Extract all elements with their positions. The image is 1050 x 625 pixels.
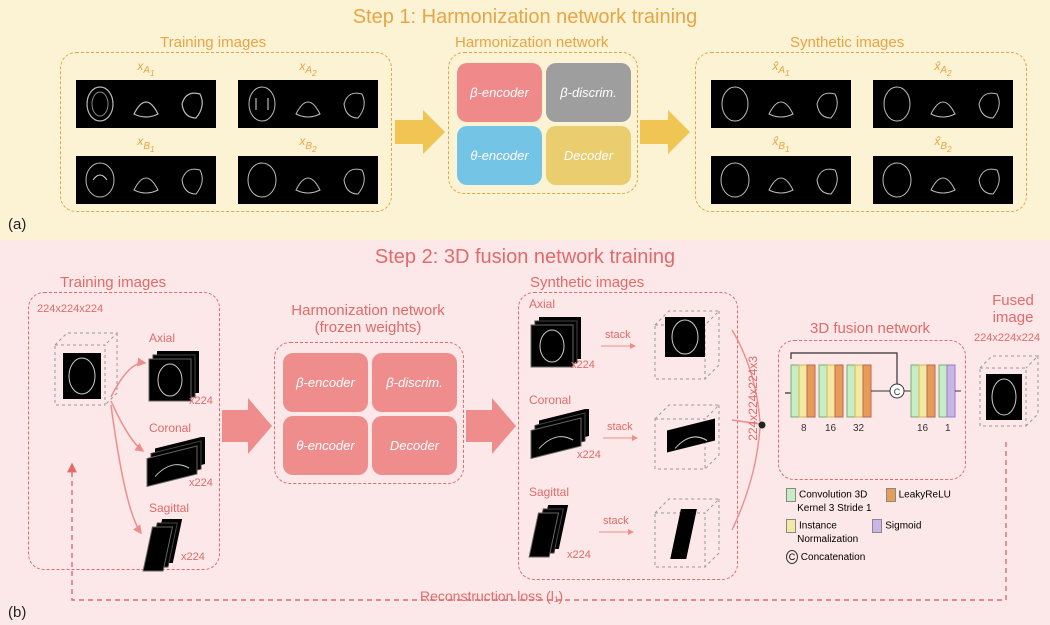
net-grid-b: β-encoder β-discrim. θ-encoder Decoder [283, 353, 457, 475]
panel-a-label: (a) [8, 216, 26, 233]
harmnet-title-b: Harmonization network [291, 302, 444, 319]
harm-net-box-a: β-encoder β-discrim. θ-encoder Decoder [448, 52, 638, 194]
synthetic-label-a: Synthetic images [790, 34, 904, 51]
var-xb2: xB2 [299, 134, 316, 153]
panel-a-title: Step 1: Harmonization network training [0, 0, 1050, 29]
training-box-a: xA1 xA2 xB1 xB2 [60, 52, 392, 212]
training-images-label-a: Training images [160, 34, 266, 51]
training-label-b: Training images [60, 274, 166, 291]
syn-x224-coronal: x224 [577, 449, 601, 461]
training-box-b: 224x224x224 Axial x224 Coronal x224 Sagi… [28, 292, 220, 570]
decoder-block: Decoder [546, 126, 631, 185]
legend-concat: Concatenation [801, 552, 866, 563]
net-grid-a: β-encoder β-discrim. θ-encoder Decoder [457, 63, 631, 185]
syn-x224-sagittal: x224 [567, 549, 591, 561]
decoder-block-b: Decoder [372, 416, 457, 475]
brain-slice-icon [124, 82, 168, 126]
svg-text:32: 32 [853, 423, 865, 434]
harmnet-sub-b: (frozen weights) [315, 319, 422, 336]
stack-arrow-icon [601, 341, 641, 351]
syn-coronal-label: Coronal [529, 393, 571, 407]
fusion-layers-icon: 8 16 32 C 16 1 [785, 351, 961, 435]
training-grid-a: xA1 xA2 xB1 xB2 [69, 59, 385, 204]
synthetic-label-b: Synthetic images [530, 274, 644, 291]
stack-arrow-icon [603, 433, 643, 443]
stack-arrow-icon [599, 527, 639, 537]
theta-encoder-block-b: θ-encoder [283, 416, 368, 475]
harm-net-label-b: Harmonization network (frozen weights) [273, 302, 463, 336]
legend-sigmoid: Sigmoid [885, 521, 921, 532]
stack-word-3: stack [603, 515, 629, 527]
panel-b: Step 2: 3D fusion network training Train… [0, 240, 1050, 625]
axial-cube-icon [645, 303, 733, 387]
var-xb1: xB1 [137, 134, 154, 153]
legend-conv: Convolution 3D Kernel 3 Stride 1 [786, 490, 872, 514]
harm-net-label-a: Harmonization network [455, 34, 608, 51]
fused-label: Fusedimage [978, 292, 1048, 326]
beta-discrim-block-b: β-discrim. [372, 353, 457, 412]
train-cell-a2: xA2 [231, 59, 385, 128]
var-hxb2: x̂B2 [934, 134, 951, 153]
dims-in-label: 224x224x224 [37, 303, 103, 315]
dims-out-label: 224x224x224 [974, 332, 1040, 344]
theta-encoder-block: θ-encoder [457, 126, 542, 185]
synthetic-box-b: Axial x224 stack Coronal x224 stack [518, 292, 738, 580]
syn-axial-label: Axial [529, 297, 555, 311]
panel-b-label: (b) [8, 604, 26, 621]
synthetic-box-a: x̂A1 x̂A2 x̂B1 x̂B2 [695, 52, 1027, 212]
stacked-dims-label: 224x224x224x3 [746, 356, 760, 441]
arrow-icon [395, 110, 445, 154]
var-xa1: xA1 [137, 59, 154, 78]
fused-cube-icon [970, 348, 1048, 438]
syn-x224-axial: x224 [571, 359, 595, 371]
svg-text:1: 1 [945, 423, 951, 434]
var-hxb1: x̂B1 [772, 134, 789, 153]
sagittal-label: Sagittal [149, 501, 189, 515]
beta-encoder-block-b: β-encoder [283, 353, 368, 412]
brain-row [76, 80, 216, 128]
arrow-icon [640, 110, 690, 154]
x224-sagittal: x224 [181, 551, 205, 563]
harm-net-box-b: β-encoder β-discrim. θ-encoder Decoder [274, 342, 464, 484]
figure: Step 1: Harmonization network training T… [0, 0, 1050, 625]
synthetic-grid-a: x̂A1 x̂A2 x̂B1 x̂B2 [704, 59, 1020, 204]
train-cell-a1: xA1 [69, 59, 223, 128]
var-hxa1: x̂A1 [772, 59, 789, 78]
legend-in: Instance Normalization [786, 521, 858, 545]
var-hxa2: x̂A2 [934, 59, 951, 78]
panel-a: Step 1: Harmonization network training T… [0, 0, 1050, 240]
panel-b-title: Step 2: 3D fusion network training [0, 240, 1050, 269]
x224-axial: x224 [189, 395, 213, 407]
svg-text:8: 8 [801, 423, 807, 434]
syn-sagittal-label: Sagittal [529, 485, 569, 499]
stack-word-1: stack [605, 329, 631, 341]
coronal-label: Coronal [149, 421, 191, 435]
fusion-net-box: 8 16 32 C 16 1 [778, 340, 966, 480]
stack-word-2: stack [607, 421, 633, 433]
x224-coronal: x224 [189, 477, 213, 489]
fusion-net-label: 3D fusion network [810, 320, 930, 337]
svg-text:16: 16 [825, 423, 837, 434]
coronal-cube-icon [645, 397, 733, 477]
train-cell-b1: xB1 [69, 134, 223, 203]
svg-text:C: C [894, 387, 901, 397]
var-xa2: xA2 [299, 59, 316, 78]
beta-encoder-block: β-encoder [457, 63, 542, 122]
recon-loss-label: Reconstruction loss (l₁) [420, 588, 563, 604]
brain-slice-icon [78, 82, 122, 126]
legend-leaky: LeakyReLU [899, 490, 951, 501]
arrow-icon [466, 398, 516, 454]
branch-arrows-icon [105, 341, 155, 561]
train-cell-b2: xB2 [231, 134, 385, 203]
beta-discrim-block: β-discrim. [546, 63, 631, 122]
brain-slice-icon [170, 82, 214, 126]
arrow-icon [222, 398, 272, 454]
sagittal-cube-icon [645, 491, 733, 575]
fusion-legend: Convolution 3D Kernel 3 Stride 1 LeakyRe… [786, 488, 986, 564]
svg-text:16: 16 [917, 423, 929, 434]
